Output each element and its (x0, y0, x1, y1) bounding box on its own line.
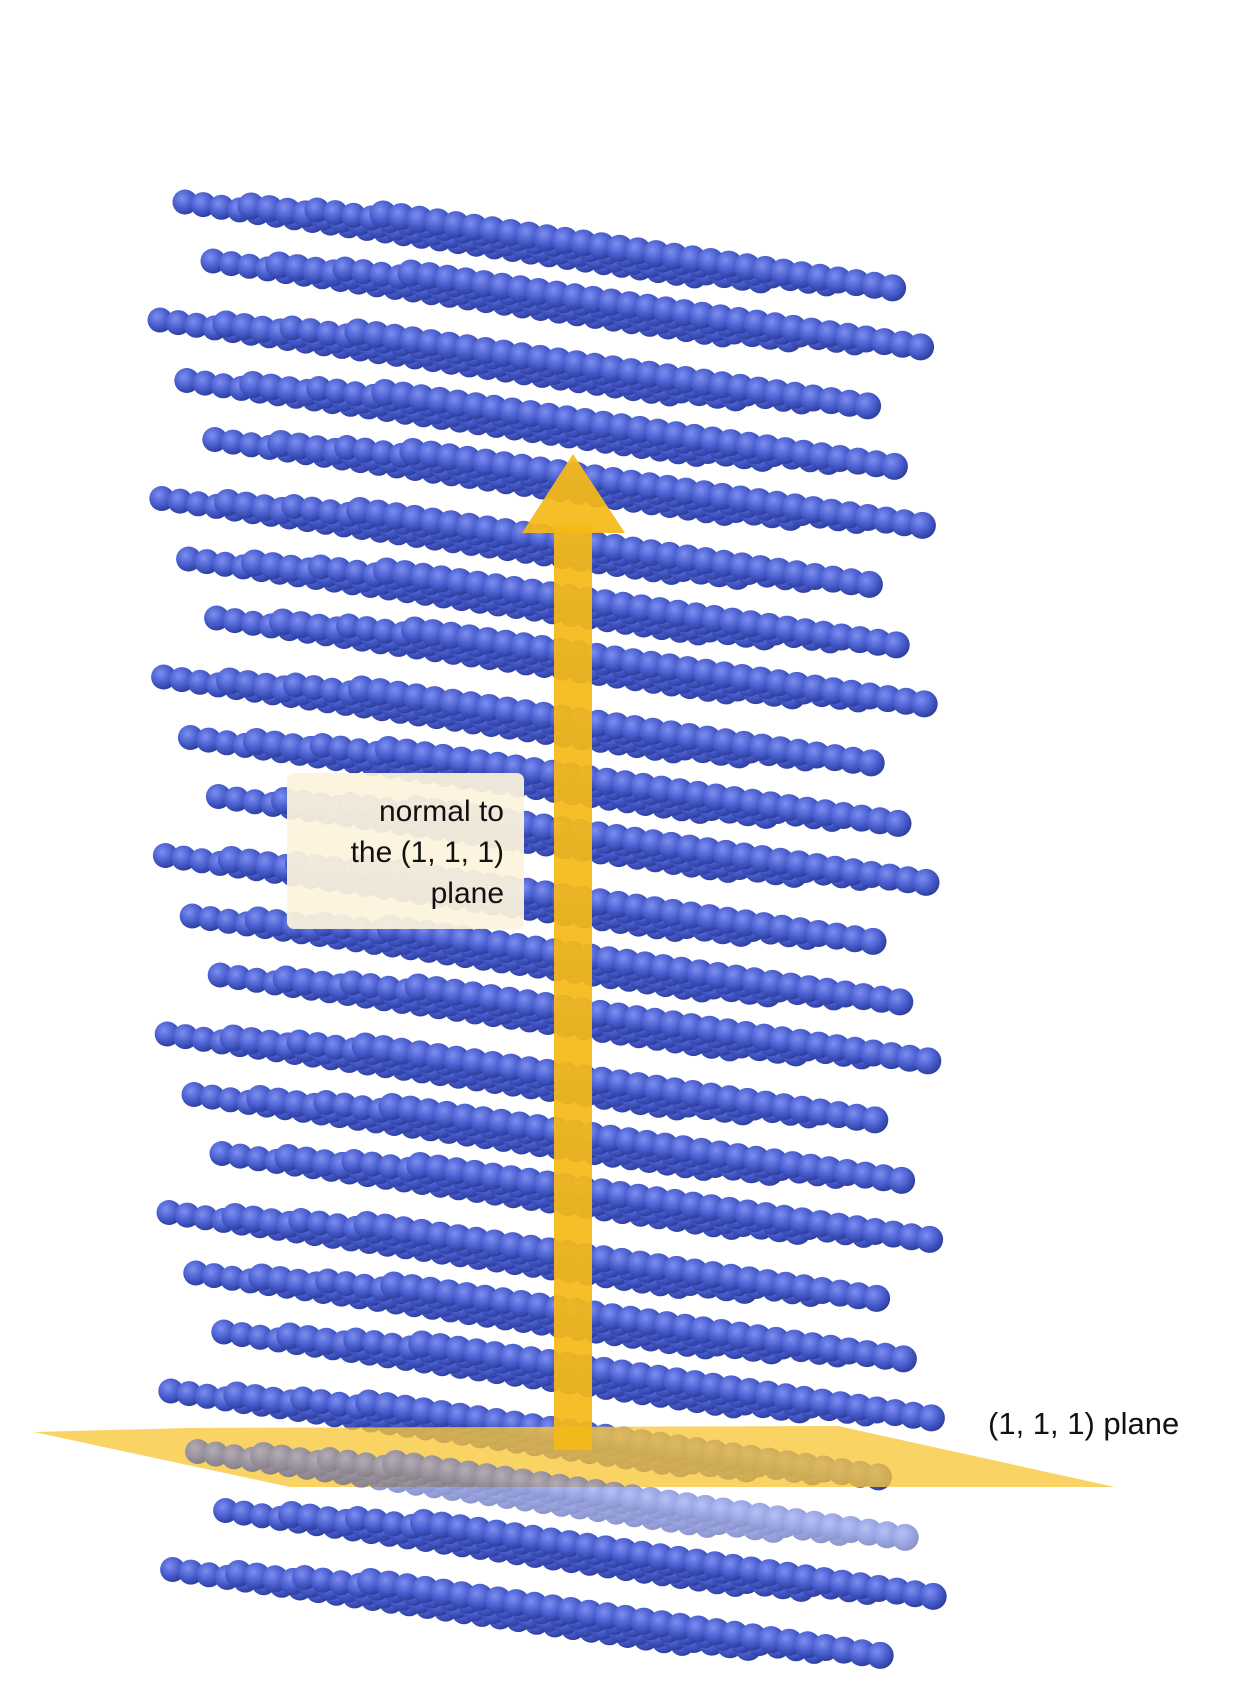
atom (919, 1582, 947, 1610)
atom (855, 570, 883, 598)
normal-to-plane-label: normal to the (1, 1, 1) plane (287, 773, 524, 929)
atom (908, 511, 936, 539)
atom (857, 749, 885, 777)
atom (866, 1641, 894, 1669)
atom (884, 809, 912, 837)
atom (910, 690, 938, 718)
atom (889, 1345, 917, 1373)
plane-111-label: (1, 1, 1) plane (988, 1406, 1180, 1441)
atom (859, 927, 887, 955)
atom (879, 274, 907, 302)
atom (888, 1166, 916, 1194)
normal-label-line-2: the (1, 1, 1) (350, 836, 504, 869)
atom (861, 1106, 889, 1134)
atom-layers-in-front-of-plane (160, 1498, 947, 1669)
atom (880, 452, 908, 480)
atom-layers-behind-plane (147, 189, 945, 1491)
atom (886, 988, 914, 1016)
atom (916, 1225, 944, 1253)
atom (882, 631, 910, 659)
atom (912, 868, 940, 896)
atom-layer-in-plane (185, 1439, 919, 1551)
atom (854, 392, 882, 420)
normal-label-line-1: normal to (378, 795, 504, 828)
normal-label-line-3: plane (430, 877, 504, 910)
atom (907, 333, 935, 361)
atom (863, 1284, 891, 1312)
atom (917, 1404, 945, 1432)
atom (914, 1047, 942, 1075)
normal-arrow (522, 454, 625, 1450)
atom (891, 1523, 919, 1551)
